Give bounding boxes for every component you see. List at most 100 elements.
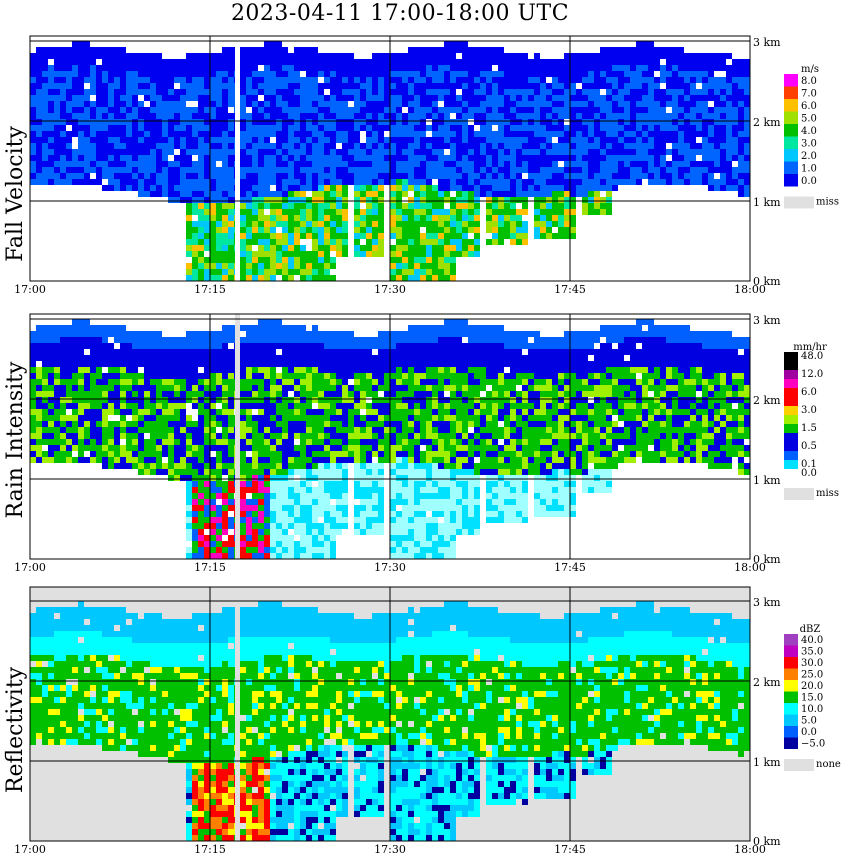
- heatmap-cell: [306, 179, 312, 185]
- heatmap-cell: [114, 403, 120, 409]
- heatmap-cell: [450, 149, 456, 155]
- heatmap-cell: [66, 397, 72, 403]
- heatmap-cell: [132, 409, 138, 415]
- heatmap-cell: [114, 409, 120, 415]
- heatmap-cell: [306, 373, 312, 379]
- heatmap-cell: [264, 71, 270, 77]
- heatmap-cell: [174, 457, 180, 463]
- heatmap-cell: [246, 239, 252, 245]
- heatmap-cell: [720, 137, 726, 143]
- heatmap-cell: [444, 257, 450, 263]
- heatmap-cell: [360, 191, 366, 197]
- heatmap-cell: [84, 173, 90, 179]
- heatmap-cell: [270, 131, 276, 137]
- heatmap-cell: [108, 185, 114, 191]
- heatmap-cell: [462, 251, 468, 257]
- heatmap-cell: [498, 95, 504, 101]
- heatmap-cell: [312, 71, 318, 77]
- heatmap-cell: [420, 77, 426, 83]
- heatmap-cell: [498, 155, 504, 161]
- heatmap-cell: [84, 433, 90, 439]
- heatmap-cell: [606, 95, 612, 101]
- heatmap-cell: [246, 125, 252, 131]
- heatmap-cell: [540, 179, 546, 185]
- heatmap-cell: [72, 173, 78, 179]
- heatmap-cell: [66, 149, 72, 155]
- heatmap-cell: [42, 113, 48, 119]
- heatmap-cell: [558, 209, 564, 215]
- heatmap-cell: [294, 149, 300, 155]
- heatmap-cell: [180, 433, 186, 439]
- heatmap-cell: [276, 547, 282, 553]
- heatmap-cell: [414, 221, 420, 227]
- heatmap-cell: [318, 469, 324, 475]
- heatmap-cell: [138, 331, 144, 337]
- heatmap-cell: [498, 119, 504, 125]
- heatmap-cell: [576, 113, 582, 119]
- heatmap-cell: [246, 173, 252, 179]
- heatmap-cell: [570, 143, 576, 149]
- heatmap-cell: [240, 257, 246, 263]
- heatmap-cell: [258, 451, 264, 457]
- heatmap-cell: [384, 179, 390, 185]
- heatmap-cell: [300, 53, 306, 59]
- heatmap-cell: [90, 379, 96, 385]
- heatmap-cell: [324, 83, 330, 89]
- heatmap-cell: [270, 89, 276, 95]
- heatmap-cell: [360, 95, 366, 101]
- heatmap-cell: [264, 59, 270, 65]
- heatmap-cell: [240, 239, 246, 245]
- heatmap-cell: [450, 215, 456, 221]
- heatmap-cell: [594, 113, 600, 119]
- heatmap-cell: [156, 131, 162, 137]
- heatmap-cell: [636, 119, 642, 125]
- heatmap-cell: [510, 131, 516, 137]
- heatmap-cell: [504, 203, 510, 209]
- heatmap-cell: [60, 179, 66, 185]
- heatmap-cell: [144, 113, 150, 119]
- heatmap-cell: [480, 131, 486, 137]
- heatmap-cell: [186, 113, 192, 119]
- heatmap-cell: [90, 71, 96, 77]
- heatmap-cell: [258, 469, 264, 475]
- heatmap-cell: [714, 83, 720, 89]
- heatmap-cell: [228, 83, 234, 89]
- heatmap-cell: [270, 167, 276, 173]
- heatmap-cell: [252, 439, 258, 445]
- heatmap-cell: [246, 427, 252, 433]
- heatmap-cell: [222, 101, 228, 107]
- heatmap-cell: [432, 215, 438, 221]
- heatmap-cell: [462, 185, 468, 191]
- heatmap-cell: [246, 251, 252, 257]
- heatmap-cell: [48, 427, 54, 433]
- heatmap-cell: [96, 179, 102, 185]
- heatmap-cell: [300, 125, 306, 131]
- heatmap-cell: [324, 149, 330, 155]
- heatmap-cell: [210, 493, 216, 499]
- heatmap-cell: [558, 77, 564, 83]
- heatmap-cell: [204, 343, 210, 349]
- heatmap-cell: [60, 427, 66, 433]
- heatmap-cell: [138, 445, 144, 451]
- heatmap-cell: [48, 95, 54, 101]
- heatmap-cell: [246, 331, 252, 337]
- heatmap-cell: [72, 409, 78, 415]
- heatmap-cell: [414, 179, 420, 185]
- heatmap-cell: [246, 263, 252, 269]
- heatmap-cell: [564, 227, 570, 233]
- heatmap-cell: [180, 361, 186, 367]
- heatmap-cell: [186, 275, 192, 281]
- heatmap-cell: [72, 53, 78, 59]
- heatmap-cell: [222, 227, 228, 233]
- heatmap-cell: [570, 89, 576, 95]
- heatmap-cell: [516, 89, 522, 95]
- heatmap-cell: [528, 89, 534, 95]
- heatmap-cell: [216, 445, 222, 451]
- heatmap-cell: [552, 215, 558, 221]
- heatmap-cell: [606, 71, 612, 77]
- heatmap-cell: [174, 427, 180, 433]
- heatmap-cell: [330, 95, 336, 101]
- heatmap-cell: [216, 367, 222, 373]
- heatmap-cell: [90, 137, 96, 143]
- heatmap-cell: [210, 83, 216, 89]
